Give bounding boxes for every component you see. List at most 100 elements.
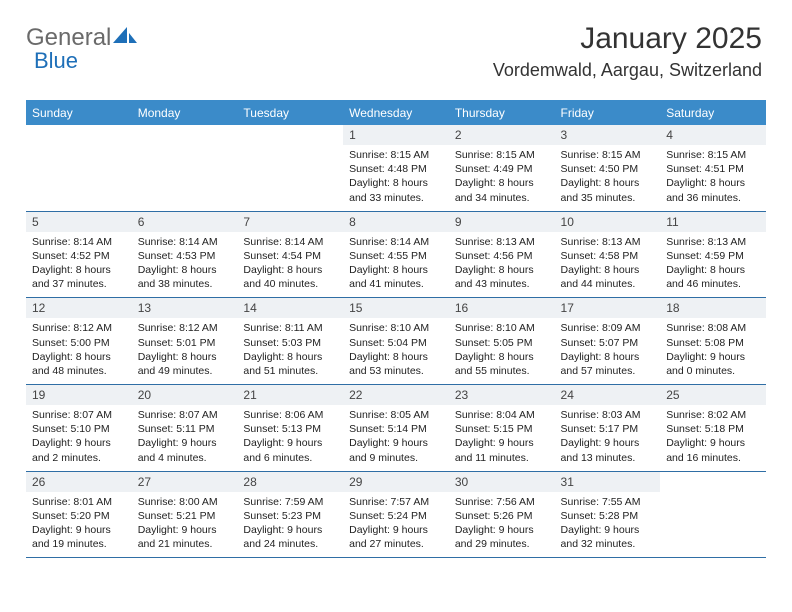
calendar-day-cell: 9Sunrise: 8:13 AMSunset: 4:56 PMDaylight… — [449, 211, 555, 298]
day-number: 4 — [660, 125, 766, 145]
calendar-day-cell — [237, 125, 343, 211]
day-sun-info: Sunrise: 7:59 AMSunset: 5:23 PMDaylight:… — [237, 492, 343, 558]
day-sun-info: Sunrise: 8:15 AMSunset: 4:49 PMDaylight:… — [449, 145, 555, 211]
calendar-day-cell — [26, 125, 132, 211]
calendar-day-cell: 1Sunrise: 8:15 AMSunset: 4:48 PMDaylight… — [343, 125, 449, 211]
day-sun-info: Sunrise: 8:04 AMSunset: 5:15 PMDaylight:… — [449, 405, 555, 471]
day-number: 29 — [343, 472, 449, 492]
day-sun-info: Sunrise: 8:10 AMSunset: 5:05 PMDaylight:… — [449, 318, 555, 384]
day-number: 7 — [237, 212, 343, 232]
calendar-week-row: 12Sunrise: 8:12 AMSunset: 5:00 PMDayligh… — [26, 298, 766, 385]
weekday-header: Saturday — [660, 101, 766, 126]
location-subtitle: Vordemwald, Aargau, Switzerland — [493, 60, 762, 81]
day-sun-info: Sunrise: 8:00 AMSunset: 5:21 PMDaylight:… — [132, 492, 238, 558]
calendar-day-cell — [132, 125, 238, 211]
day-number: 24 — [555, 385, 661, 405]
day-sun-info: Sunrise: 8:12 AMSunset: 5:01 PMDaylight:… — [132, 318, 238, 384]
calendar-day-cell: 2Sunrise: 8:15 AMSunset: 4:49 PMDaylight… — [449, 125, 555, 211]
calendar-day-cell — [660, 471, 766, 558]
calendar-day-cell: 25Sunrise: 8:02 AMSunset: 5:18 PMDayligh… — [660, 385, 766, 472]
day-sun-info: Sunrise: 8:07 AMSunset: 5:11 PMDaylight:… — [132, 405, 238, 471]
day-sun-info: Sunrise: 7:57 AMSunset: 5:24 PMDaylight:… — [343, 492, 449, 558]
calendar-table: Sunday Monday Tuesday Wednesday Thursday… — [26, 100, 766, 558]
day-sun-info: Sunrise: 8:14 AMSunset: 4:54 PMDaylight:… — [237, 232, 343, 298]
calendar-day-cell: 17Sunrise: 8:09 AMSunset: 5:07 PMDayligh… — [555, 298, 661, 385]
day-number: 23 — [449, 385, 555, 405]
calendar-day-cell: 20Sunrise: 8:07 AMSunset: 5:11 PMDayligh… — [132, 385, 238, 472]
day-number: 30 — [449, 472, 555, 492]
calendar-day-cell: 7Sunrise: 8:14 AMSunset: 4:54 PMDaylight… — [237, 211, 343, 298]
day-number: 25 — [660, 385, 766, 405]
day-sun-info: Sunrise: 8:06 AMSunset: 5:13 PMDaylight:… — [237, 405, 343, 471]
day-number: 18 — [660, 298, 766, 318]
day-sun-info: Sunrise: 8:15 AMSunset: 4:51 PMDaylight:… — [660, 145, 766, 211]
day-sun-info: Sunrise: 8:14 AMSunset: 4:55 PMDaylight:… — [343, 232, 449, 298]
day-sun-info: Sunrise: 8:14 AMSunset: 4:52 PMDaylight:… — [26, 232, 132, 298]
calendar-day-cell: 3Sunrise: 8:15 AMSunset: 4:50 PMDaylight… — [555, 125, 661, 211]
calendar-day-cell: 8Sunrise: 8:14 AMSunset: 4:55 PMDaylight… — [343, 211, 449, 298]
calendar-day-cell: 27Sunrise: 8:00 AMSunset: 5:21 PMDayligh… — [132, 471, 238, 558]
day-sun-info: Sunrise: 8:08 AMSunset: 5:08 PMDaylight:… — [660, 318, 766, 384]
day-sun-info: Sunrise: 8:13 AMSunset: 4:58 PMDaylight:… — [555, 232, 661, 298]
day-number: 2 — [449, 125, 555, 145]
day-sun-info: Sunrise: 8:13 AMSunset: 4:56 PMDaylight:… — [449, 232, 555, 298]
day-number: 3 — [555, 125, 661, 145]
day-number: 6 — [132, 212, 238, 232]
calendar-day-cell: 19Sunrise: 8:07 AMSunset: 5:10 PMDayligh… — [26, 385, 132, 472]
page-title: January 2025 — [493, 22, 762, 56]
calendar-day-cell: 23Sunrise: 8:04 AMSunset: 5:15 PMDayligh… — [449, 385, 555, 472]
day-number: 11 — [660, 212, 766, 232]
day-number: 9 — [449, 212, 555, 232]
weekday-header: Tuesday — [237, 101, 343, 126]
weekday-header: Monday — [132, 101, 238, 126]
calendar-week-row: 5Sunrise: 8:14 AMSunset: 4:52 PMDaylight… — [26, 211, 766, 298]
calendar-day-cell: 4Sunrise: 8:15 AMSunset: 4:51 PMDaylight… — [660, 125, 766, 211]
day-number: 17 — [555, 298, 661, 318]
calendar-day-cell: 21Sunrise: 8:06 AMSunset: 5:13 PMDayligh… — [237, 385, 343, 472]
day-sun-info: Sunrise: 7:55 AMSunset: 5:28 PMDaylight:… — [555, 492, 661, 558]
day-number: 14 — [237, 298, 343, 318]
calendar-day-cell: 26Sunrise: 8:01 AMSunset: 5:20 PMDayligh… — [26, 471, 132, 558]
calendar-day-cell: 6Sunrise: 8:14 AMSunset: 4:53 PMDaylight… — [132, 211, 238, 298]
day-sun-info: Sunrise: 8:02 AMSunset: 5:18 PMDaylight:… — [660, 405, 766, 471]
calendar-week-row: 1Sunrise: 8:15 AMSunset: 4:48 PMDaylight… — [26, 125, 766, 211]
day-number: 5 — [26, 212, 132, 232]
day-number: 16 — [449, 298, 555, 318]
day-number: 8 — [343, 212, 449, 232]
day-sun-info: Sunrise: 8:14 AMSunset: 4:53 PMDaylight:… — [132, 232, 238, 298]
day-sun-info: Sunrise: 8:07 AMSunset: 5:10 PMDaylight:… — [26, 405, 132, 471]
day-number: 19 — [26, 385, 132, 405]
calendar-day-cell: 13Sunrise: 8:12 AMSunset: 5:01 PMDayligh… — [132, 298, 238, 385]
day-sun-info: Sunrise: 8:09 AMSunset: 5:07 PMDaylight:… — [555, 318, 661, 384]
calendar-body: 1Sunrise: 8:15 AMSunset: 4:48 PMDaylight… — [26, 125, 766, 558]
calendar-day-cell: 16Sunrise: 8:10 AMSunset: 5:05 PMDayligh… — [449, 298, 555, 385]
weekday-header: Sunday — [26, 101, 132, 126]
day-sun-info: Sunrise: 8:13 AMSunset: 4:59 PMDaylight:… — [660, 232, 766, 298]
day-sun-info: Sunrise: 7:56 AMSunset: 5:26 PMDaylight:… — [449, 492, 555, 558]
day-number: 21 — [237, 385, 343, 405]
weekday-header: Thursday — [449, 101, 555, 126]
logo-text-2: Blue — [34, 48, 78, 74]
day-sun-info: Sunrise: 8:03 AMSunset: 5:17 PMDaylight:… — [555, 405, 661, 471]
calendar-day-cell: 11Sunrise: 8:13 AMSunset: 4:59 PMDayligh… — [660, 211, 766, 298]
day-number: 28 — [237, 472, 343, 492]
day-number: 31 — [555, 472, 661, 492]
day-number: 15 — [343, 298, 449, 318]
day-number: 12 — [26, 298, 132, 318]
day-number: 10 — [555, 212, 661, 232]
logo: General Blue — [26, 24, 139, 52]
header: January 2025 Vordemwald, Aargau, Switzer… — [493, 22, 762, 81]
day-number: 1 — [343, 125, 449, 145]
calendar-day-cell: 5Sunrise: 8:14 AMSunset: 4:52 PMDaylight… — [26, 211, 132, 298]
day-number: 27 — [132, 472, 238, 492]
day-number: 13 — [132, 298, 238, 318]
calendar-day-cell: 18Sunrise: 8:08 AMSunset: 5:08 PMDayligh… — [660, 298, 766, 385]
weekday-header: Friday — [555, 101, 661, 126]
day-sun-info: Sunrise: 8:15 AMSunset: 4:50 PMDaylight:… — [555, 145, 661, 211]
calendar-day-cell: 31Sunrise: 7:55 AMSunset: 5:28 PMDayligh… — [555, 471, 661, 558]
weekday-header: Wednesday — [343, 101, 449, 126]
calendar-day-cell: 10Sunrise: 8:13 AMSunset: 4:58 PMDayligh… — [555, 211, 661, 298]
calendar-day-cell: 24Sunrise: 8:03 AMSunset: 5:17 PMDayligh… — [555, 385, 661, 472]
calendar-day-cell: 29Sunrise: 7:57 AMSunset: 5:24 PMDayligh… — [343, 471, 449, 558]
calendar-day-cell: 30Sunrise: 7:56 AMSunset: 5:26 PMDayligh… — [449, 471, 555, 558]
